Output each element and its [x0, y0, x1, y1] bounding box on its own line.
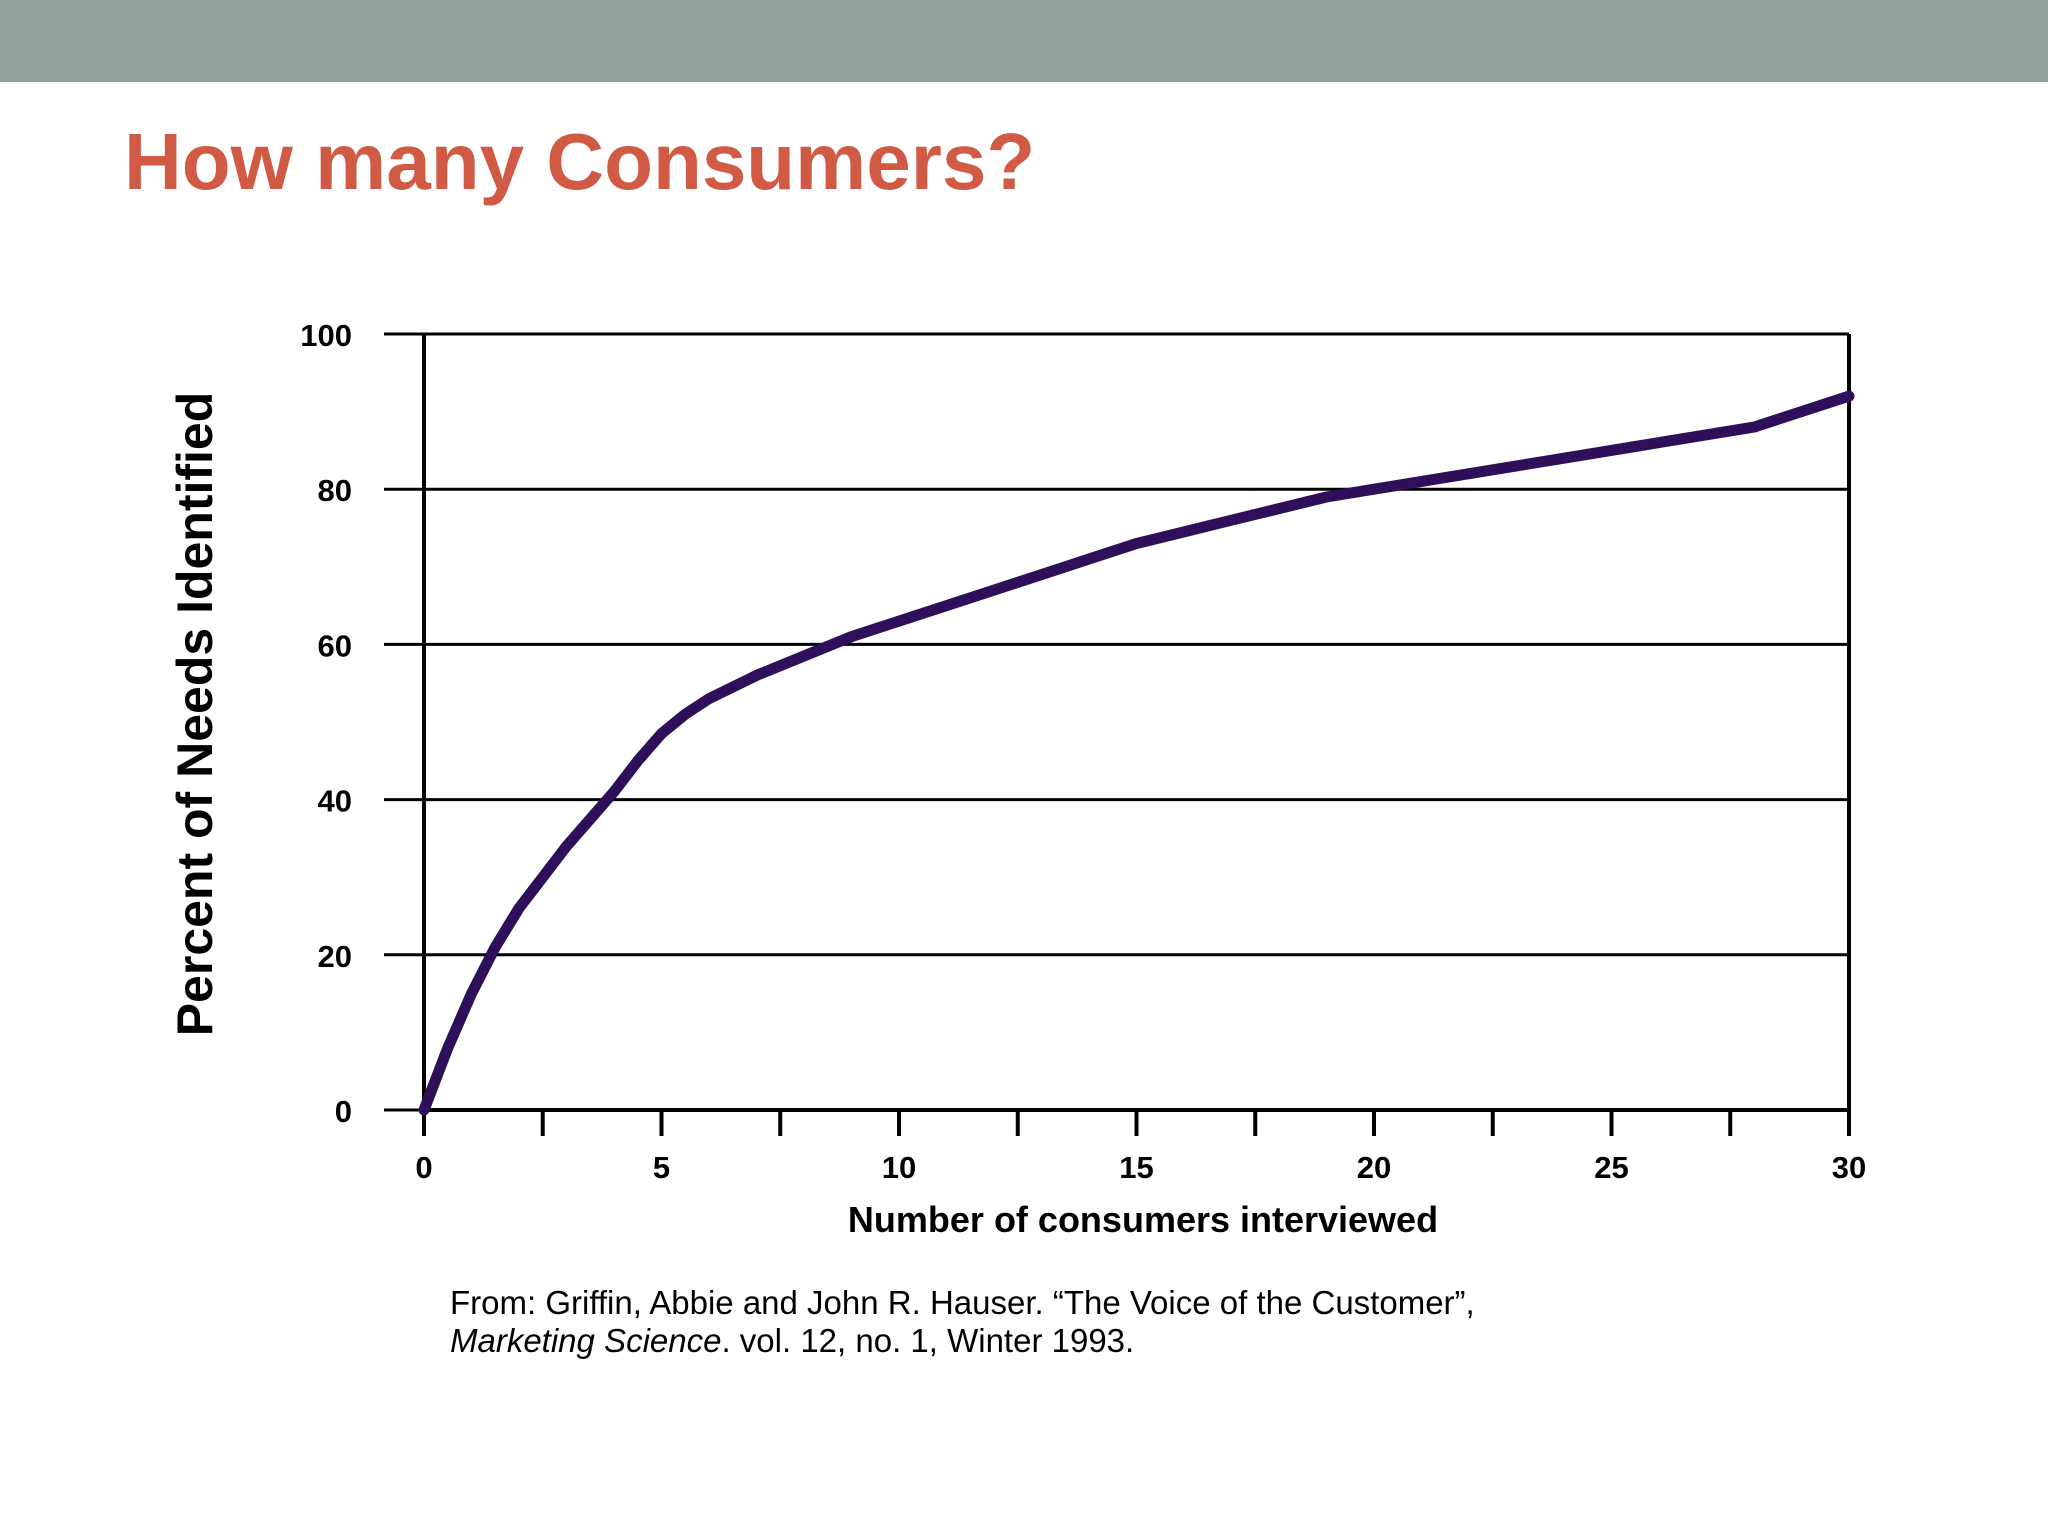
tick-marks [422, 1110, 1851, 1136]
citation-journal: Marketing Science [450, 1322, 722, 1359]
x-tick-label-25: 25 [1594, 1150, 1628, 1185]
x-tick-label-0: 0 [415, 1150, 432, 1185]
x-tick-label-15: 15 [1119, 1150, 1153, 1185]
citation-line-2: Marketing Science. vol. 12, no. 1, Winte… [450, 1322, 1475, 1360]
slide-title: How many Consumers? [124, 117, 1036, 206]
y-tick-label-60: 60 [318, 628, 352, 663]
citation-line-1: From: Griffin, Abbie and John R. Hauser.… [450, 1284, 1475, 1321]
x-tick-label-10: 10 [882, 1150, 916, 1185]
x-tick-label-30: 30 [1832, 1150, 1866, 1185]
y-tick-label-40: 40 [318, 784, 352, 819]
citation-details: . vol. 12, no. 1, Winter 1993. [721, 1322, 1135, 1359]
x-axis-title: Number of consumers interviewed [848, 1199, 1438, 1240]
y-tick-label-20: 20 [318, 939, 352, 974]
x-tick-label-5: 5 [653, 1150, 670, 1185]
series-line-0 [418, 390, 1855, 1116]
citation: From: Griffin, Abbie and John R. Hauser.… [450, 1284, 1475, 1360]
x-tick-label-20: 20 [1357, 1150, 1391, 1185]
y-tick-label-0: 0 [335, 1094, 352, 1129]
tick-labels: 0 20 40 60 80 100 0 5 10 15 20 25 30 [300, 318, 1866, 1185]
y-tick-label-80: 80 [318, 473, 352, 508]
y-axis-title: Percent of Needs Identified [167, 392, 223, 1037]
header-bar [0, 0, 2048, 82]
series-layer [418, 390, 1855, 1116]
y-tick-label-100: 100 [300, 318, 352, 353]
